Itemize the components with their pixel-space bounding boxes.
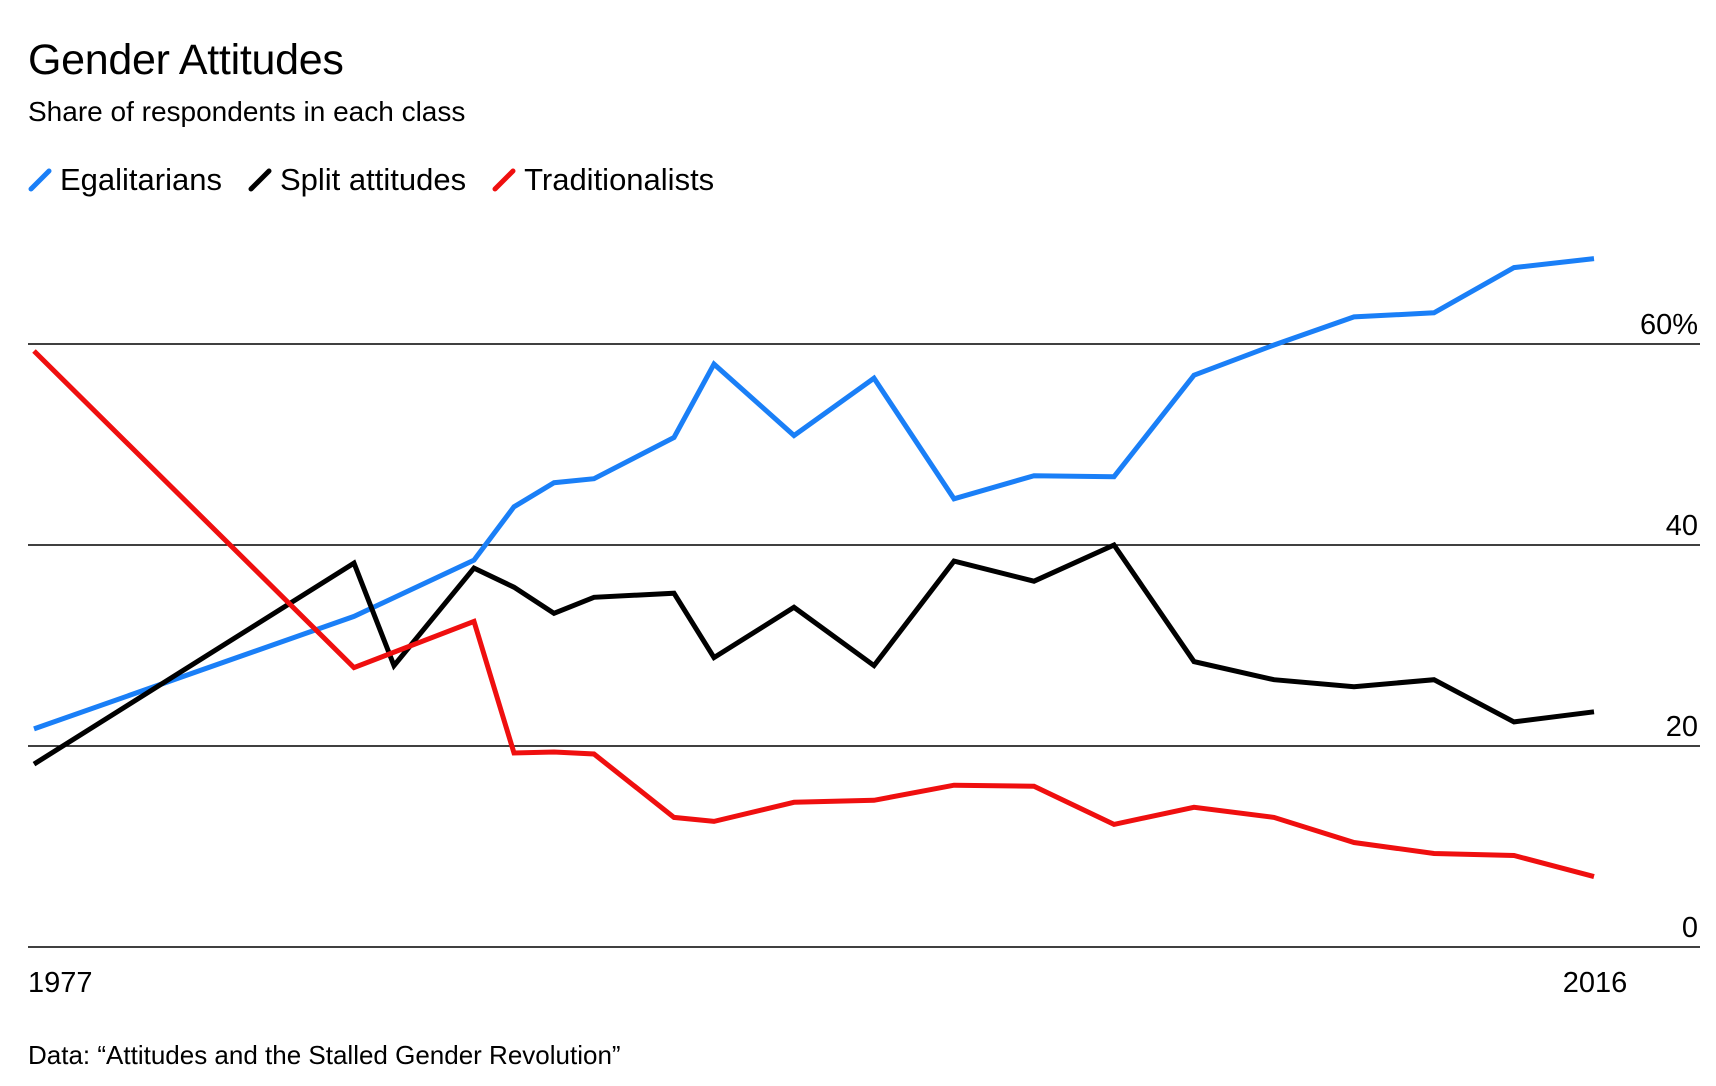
y-tick-label-60: 60% bbox=[1640, 309, 1698, 341]
x-tick-label-end: 2016 bbox=[1563, 967, 1628, 999]
legend-label-traditionalists: Traditionalists bbox=[524, 162, 715, 197]
series-line-egalitarians bbox=[33, 256, 1595, 732]
series-line-traditionalists bbox=[32, 349, 1595, 880]
y-tick-label-0: 0 bbox=[1682, 912, 1698, 944]
x-tick-label-start: 1977 bbox=[28, 967, 93, 999]
legend-label-split-attitudes: Split attitudes bbox=[279, 162, 467, 197]
legend-item-egalitarians: Egalitarians bbox=[28, 162, 222, 198]
chart-title: Gender Attitudes bbox=[28, 36, 344, 84]
series-line-split-attitudes bbox=[32, 541, 1595, 767]
legend-swatch-split-attitudes bbox=[248, 168, 272, 192]
y-tick-label-20: 20 bbox=[1666, 711, 1698, 743]
legend-item-split-attitudes: Split attitudes bbox=[248, 162, 466, 198]
chart-subtitle: Share of respondents in each class bbox=[28, 96, 466, 127]
y-tick-label-40: 40 bbox=[1666, 510, 1698, 542]
legend-label-egalitarians: Egalitarians bbox=[60, 162, 222, 197]
chart-source: Data: “Attitudes and the Stalled Gender … bbox=[28, 1040, 621, 1070]
legend: Egalitarians Split attitudes Traditional… bbox=[28, 162, 740, 198]
legend-item-traditionalists: Traditionalists bbox=[492, 162, 714, 198]
legend-swatch-traditionalists bbox=[492, 168, 516, 192]
legend-swatch-egalitarians bbox=[28, 168, 52, 192]
